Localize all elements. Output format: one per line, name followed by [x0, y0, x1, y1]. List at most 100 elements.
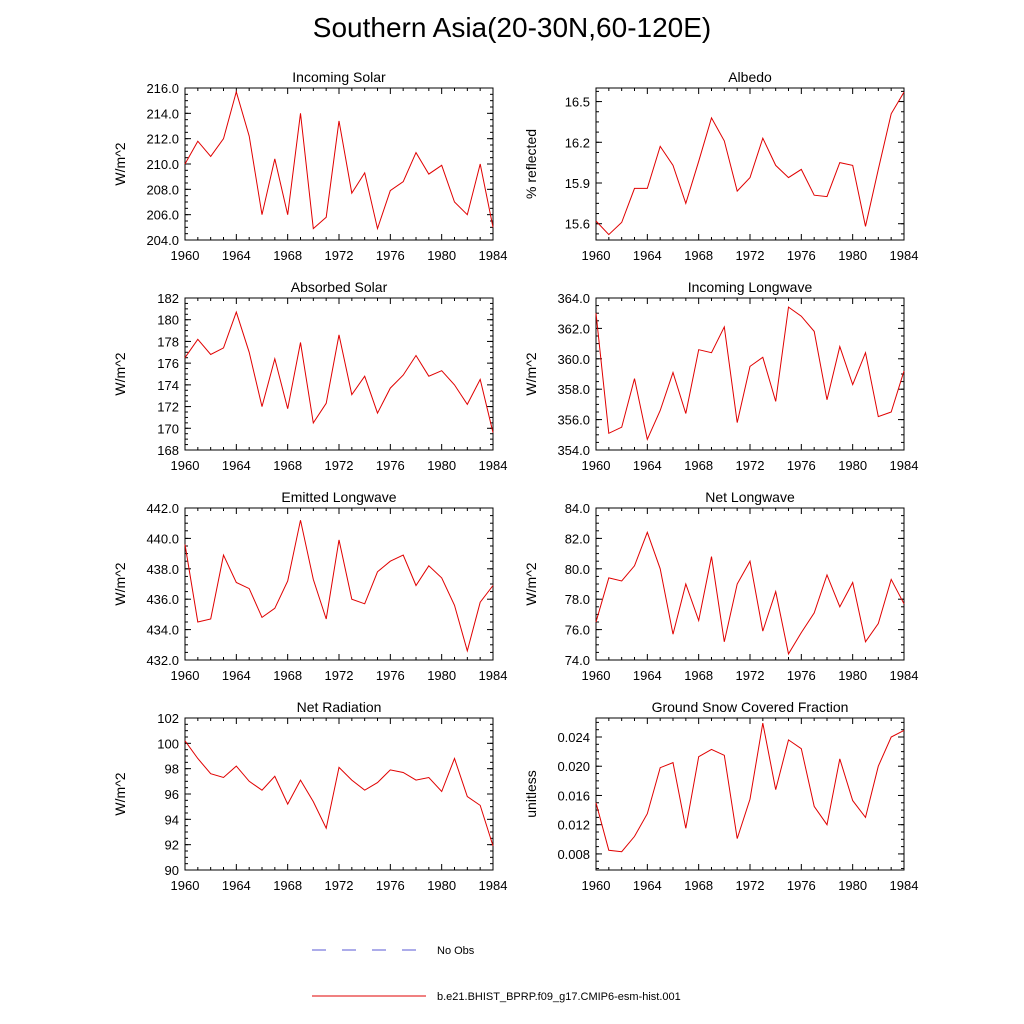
y-tick-label: 168 [157, 443, 179, 458]
y-tick-label: 180 [157, 313, 179, 328]
x-tick-label: 1980 [427, 878, 456, 893]
x-tick-label: 1968 [684, 458, 713, 473]
y-tick-label: 0.024 [557, 730, 590, 745]
chart-panel-2: Albedo % reflected 1960 1964 1968 1972 1976 198… [523, 69, 918, 263]
x-tick-label: 1960 [171, 878, 200, 893]
y-axis-label: W/m^2 [112, 352, 128, 395]
plot-frame [595, 507, 905, 661]
chart-title: Incoming Solar [292, 69, 386, 85]
y-tick-label: 212.0 [146, 132, 179, 147]
x-tick-label: 1968 [684, 668, 713, 683]
x-tick-label: 1964 [633, 248, 662, 263]
y-tick-label: 98 [165, 762, 179, 777]
y-tick-label: 90 [165, 863, 179, 878]
y-axis-label: % reflected [523, 129, 539, 199]
y-tick-label: 100 [157, 736, 179, 751]
x-tick-label: 1964 [633, 668, 662, 683]
x-tick-label: 1984 [479, 668, 508, 683]
series-line-1 [184, 740, 494, 847]
y-tick-label: 440.0 [146, 531, 179, 546]
y-tick-label: 84.0 [565, 501, 590, 516]
y-tick-label: 78.0 [565, 592, 590, 607]
y-tick-label: 438.0 [146, 562, 179, 577]
y-tick-label: 80.0 [565, 562, 590, 577]
legend-label-1: No Obs [437, 945, 475, 957]
y-tick-label: 360.0 [557, 352, 590, 367]
plot-frame [184, 717, 494, 871]
y-tick-label: 358.0 [557, 382, 590, 397]
y-tick-label: 0.020 [557, 759, 590, 774]
x-tick-label: 1976 [787, 458, 816, 473]
y-tick-label: 102 [157, 711, 179, 726]
y-tick-label: 442.0 [146, 501, 179, 516]
series-line-1 [184, 89, 494, 231]
y-tick-label: 206.0 [146, 208, 179, 223]
y-tick-label: 82.0 [565, 531, 590, 546]
x-tick-label: 1960 [171, 668, 200, 683]
x-tick-label: 1968 [273, 878, 302, 893]
y-axis-label: W/m^2 [112, 562, 128, 605]
x-tick-label: 1976 [376, 458, 405, 473]
chart-panel-4: Incoming Longwave W/m^2 1960 1964 1968 1972 19… [523, 279, 918, 473]
y-tick-label: 434.0 [146, 623, 179, 638]
x-tick-label: 1980 [427, 668, 456, 683]
x-tick-label: 1980 [427, 248, 456, 263]
x-tick-label: 1960 [582, 458, 611, 473]
plot-frame [595, 297, 905, 451]
y-tick-label: 436.0 [146, 592, 179, 607]
y-tick-label: 210.0 [146, 157, 179, 172]
x-tick-label: 1964 [633, 458, 662, 473]
x-tick-label: 1964 [222, 668, 251, 683]
x-tick-label: 1976 [376, 668, 405, 683]
plot-frame [595, 87, 905, 241]
y-tick-label: 174 [157, 378, 179, 393]
y-tick-label: 96 [165, 787, 179, 802]
series-line-1 [184, 310, 494, 433]
chart-panel-3: Absorbed Solar W/m^2 1960 1964 1968 1972 1976 1… [112, 279, 507, 473]
y-tick-label: 74.0 [565, 653, 590, 668]
chart-title: Net Longwave [705, 489, 795, 505]
x-tick-label: 1972 [325, 248, 354, 263]
y-tick-label: 170 [157, 421, 179, 436]
x-tick-label: 1972 [325, 878, 354, 893]
x-tick-label: 1972 [736, 248, 765, 263]
x-tick-label: 1968 [273, 458, 302, 473]
y-tick-label: 204.0 [146, 233, 179, 248]
x-tick-label: 1972 [736, 878, 765, 893]
y-tick-label: 354.0 [557, 443, 590, 458]
chart-panel-5: Emitted Longwave W/m^2 1960 1964 1968 1972 197… [112, 489, 507, 683]
x-tick-label: 1984 [479, 878, 508, 893]
chart-title: Ground Snow Covered Fraction [652, 699, 849, 715]
series-line-1 [184, 520, 494, 653]
x-tick-label: 1972 [325, 458, 354, 473]
chart-panel-1: Incoming Solar W/m^2 1960 1964 1968 1972 1976 1… [112, 69, 507, 263]
plot-frame [595, 717, 905, 871]
series-line-1 [595, 723, 905, 853]
legend-label-2: b.e21.BHIST_BPRP.f09_g17.CMIP6-esm-hist.… [437, 991, 681, 1003]
chart-panel-6: Net Longwave W/m^2 1960 1964 1968 1972 1976 198… [523, 489, 918, 683]
legend: No Obs b.e21.BHIST_BPRP.f09_g17.CMIP6-esm… [312, 945, 681, 1003]
x-tick-label: 1964 [633, 878, 662, 893]
x-tick-label: 1984 [479, 248, 508, 263]
x-tick-label: 1984 [890, 878, 919, 893]
x-tick-label: 1980 [838, 248, 867, 263]
y-tick-label: 176 [157, 356, 179, 371]
page-title: Southern Asia(20-30N,60-120E) [312, 12, 712, 43]
x-tick-label: 1972 [736, 668, 765, 683]
y-tick-label: 0.008 [557, 847, 590, 862]
y-tick-label: 92 [165, 838, 179, 853]
x-tick-label: 1980 [838, 458, 867, 473]
y-tick-label: 15.6 [565, 217, 590, 232]
x-tick-label: 1976 [787, 668, 816, 683]
plot-frame [184, 297, 494, 451]
x-tick-label: 1980 [838, 878, 867, 893]
x-tick-label: 1976 [376, 878, 405, 893]
x-tick-label: 1976 [787, 878, 816, 893]
chart-title: Albedo [728, 69, 772, 85]
x-tick-label: 1972 [325, 668, 354, 683]
x-tick-label: 1984 [890, 458, 919, 473]
x-tick-label: 1964 [222, 248, 251, 263]
chart-title: Incoming Longwave [688, 279, 813, 295]
y-axis-label: W/m^2 [523, 562, 539, 605]
